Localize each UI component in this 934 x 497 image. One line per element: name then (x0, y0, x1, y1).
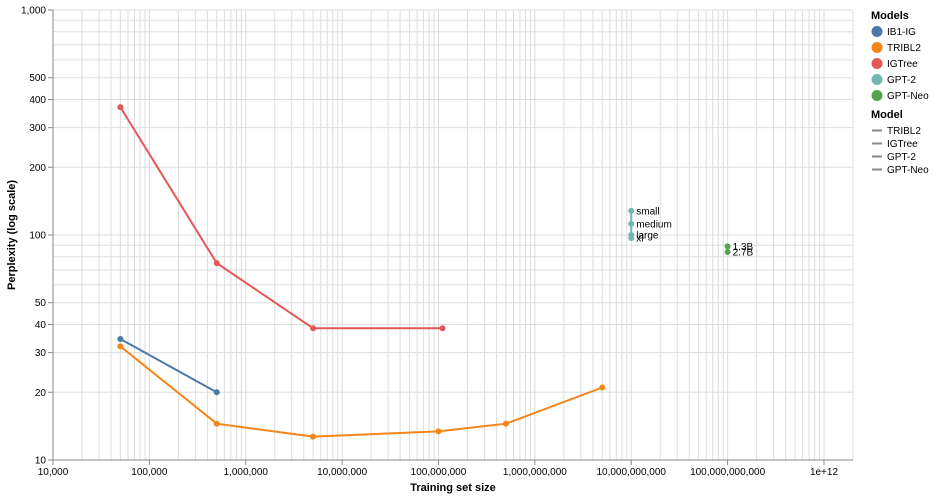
legend-label-gpt-2: GPT-2 (887, 75, 916, 86)
legend-label-igtree: IGTree (887, 139, 918, 150)
x-tick-label: 1,000,000,000 (503, 467, 567, 478)
x-tick-label: 10,000,000,000 (596, 467, 666, 478)
legend-title: Models (871, 10, 909, 22)
legend-label-tribl2: TRIBL2 (887, 43, 921, 54)
legend-label-gpt-2: GPT-2 (887, 152, 916, 163)
y-tick-label: 30 (35, 348, 47, 359)
x-tick-label: 100,000,000,000 (690, 467, 766, 478)
legend-label-igtree: IGTree (887, 59, 918, 70)
x-axis-ticks: 10,000 100,000 1,000,000 10,000,000 100,000,… (38, 460, 839, 478)
legend-label-ib1-ig: IB1-IG (887, 27, 916, 38)
y-tick-label: 100 (29, 231, 46, 242)
point-label-gpt-2: large (636, 231, 659, 242)
data-point-tribl2 (310, 433, 317, 440)
legend-title: Model (871, 109, 903, 121)
data-point-gpt-2 (628, 234, 635, 241)
series-line-tribl2 (119, 345, 603, 438)
legend-symbol-igtree (871, 58, 883, 69)
point-label-gpt-2: small (636, 206, 659, 217)
data-point-gpt-neo (724, 243, 731, 250)
legend-label-gpt-neo: GPT-Neo (887, 165, 929, 176)
data-point-tribl2 (435, 428, 442, 435)
legend-symbol-gpt-neo (871, 90, 883, 101)
data-point-igtree (117, 104, 124, 111)
x-tick-label: 1,000,000 (223, 467, 268, 478)
y-tick-label: 1,000 (21, 6, 46, 17)
data-point-igtree (310, 325, 317, 332)
x-axis-title: Training set size (410, 482, 496, 494)
y-tick-label: 200 (29, 163, 46, 174)
data-point-tribl2 (117, 343, 124, 350)
series-line-ib1-ig (119, 338, 218, 394)
y-axis-ticks: 10 20 30 40 50 100 200 300 400 500 1,000 (21, 6, 53, 467)
data-point-ib1-ig (117, 335, 124, 342)
data-point-igtree (439, 325, 446, 332)
x-tick-label: 1e+12 (810, 467, 839, 478)
data-point-ib1-ig (213, 389, 220, 396)
data-point-tribl2 (599, 384, 606, 391)
x-tick-label: 10,000 (38, 467, 69, 478)
series-line-igtree (119, 106, 443, 330)
x-tick-label: 100,000 (131, 467, 168, 478)
legend-symbol-gpt-2 (871, 74, 883, 85)
legend-label-tribl2: TRIBL2 (887, 126, 921, 137)
data-point-gpt-2 (628, 220, 635, 227)
y-tick-label: 500 (29, 73, 46, 84)
point-label-gpt-2: medium (636, 219, 672, 230)
x-tick-label: 10,000,000 (317, 467, 367, 478)
point-label-gpt-2: xl (636, 233, 643, 244)
data-point-gpt-neo (724, 249, 731, 256)
y-tick-label: 20 (35, 388, 47, 399)
data-point-tribl2 (502, 420, 509, 427)
legend-symbol-ib1-ig (871, 26, 883, 37)
y-tick-label: 40 (35, 320, 47, 331)
grid-lines (52, 9, 854, 461)
point-label-gpt-neo: 2.7B (733, 248, 754, 259)
legend-label-gpt-neo: GPT-Neo (887, 91, 929, 102)
data-point-gpt-2 (628, 207, 635, 214)
y-tick-label: 10 (35, 456, 47, 467)
data-point-tribl2 (213, 420, 220, 427)
series-points (117, 104, 731, 440)
legend-symbol-tribl2 (871, 42, 883, 53)
x-tick-label: 100,000,000 (411, 467, 467, 478)
y-tick-label: 50 (35, 298, 47, 309)
legend: Models IB1-IG TRIBL2 IGTree GPT-2 GPT-Neo Mode… (871, 10, 929, 176)
y-axis-title: Perplexity (log scale) (6, 180, 18, 290)
y-tick-label: 300 (29, 123, 46, 134)
y-tick-label: 400 (29, 95, 46, 106)
point-label-gpt-neo: 1.3B (733, 242, 754, 253)
data-point-igtree (213, 260, 220, 267)
